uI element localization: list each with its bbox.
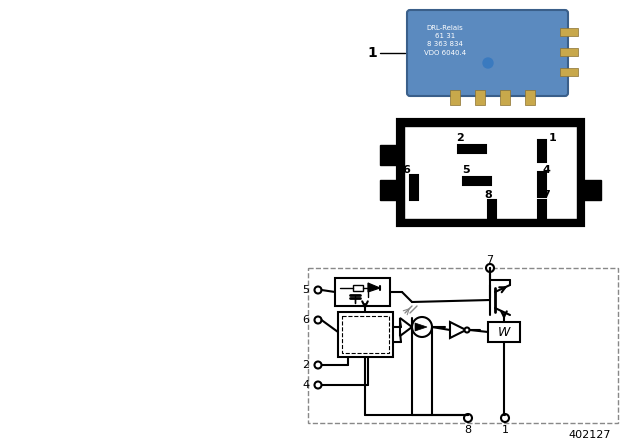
- Bar: [353, 285, 363, 291]
- Bar: [488, 200, 496, 220]
- Bar: [475, 90, 485, 105]
- Text: 2: 2: [456, 133, 464, 143]
- Bar: [380, 180, 400, 200]
- Bar: [342, 316, 389, 353]
- Bar: [398, 120, 583, 225]
- Circle shape: [314, 316, 321, 323]
- Text: 8 363 834: 8 363 834: [427, 41, 463, 47]
- Text: 5: 5: [303, 285, 310, 295]
- Circle shape: [314, 362, 321, 369]
- Circle shape: [465, 327, 470, 332]
- Text: W: W: [498, 326, 510, 339]
- Text: 7: 7: [542, 190, 550, 200]
- Bar: [450, 90, 460, 105]
- Text: 6: 6: [303, 315, 310, 325]
- Polygon shape: [415, 323, 427, 331]
- Bar: [335, 278, 390, 306]
- Text: 4: 4: [303, 380, 310, 390]
- Text: 61 31: 61 31: [435, 33, 455, 39]
- Polygon shape: [368, 283, 380, 292]
- Circle shape: [314, 382, 321, 388]
- Bar: [538, 172, 546, 197]
- Circle shape: [314, 287, 321, 293]
- Polygon shape: [450, 322, 466, 338]
- Bar: [560, 48, 578, 56]
- Text: 1: 1: [502, 425, 509, 435]
- Text: 8: 8: [484, 190, 492, 200]
- Text: 1: 1: [549, 133, 557, 143]
- Bar: [500, 90, 510, 105]
- Polygon shape: [400, 318, 412, 336]
- Bar: [463, 177, 491, 185]
- Bar: [308, 268, 618, 423]
- Text: 4: 4: [542, 165, 550, 175]
- Text: 7: 7: [486, 255, 493, 265]
- FancyBboxPatch shape: [407, 10, 568, 96]
- Circle shape: [412, 317, 432, 337]
- Bar: [488, 322, 520, 342]
- Bar: [410, 175, 418, 200]
- Text: 1: 1: [367, 46, 377, 60]
- Bar: [560, 68, 578, 76]
- Bar: [560, 28, 578, 36]
- Bar: [404, 126, 577, 219]
- Text: 5: 5: [462, 165, 470, 175]
- Bar: [380, 145, 400, 165]
- Bar: [581, 180, 601, 200]
- Bar: [338, 312, 393, 357]
- Bar: [525, 90, 535, 105]
- Bar: [458, 145, 486, 153]
- Text: 6: 6: [402, 165, 410, 175]
- Text: 8: 8: [465, 425, 472, 435]
- Text: DRL-Relais: DRL-Relais: [427, 25, 463, 31]
- Bar: [538, 200, 546, 220]
- Text: 402127: 402127: [569, 430, 611, 440]
- Circle shape: [501, 414, 509, 422]
- Text: 2: 2: [303, 360, 310, 370]
- Text: VDO 6040.4: VDO 6040.4: [424, 50, 466, 56]
- Circle shape: [483, 58, 493, 68]
- Bar: [538, 140, 546, 162]
- Circle shape: [486, 264, 494, 272]
- Circle shape: [464, 414, 472, 422]
